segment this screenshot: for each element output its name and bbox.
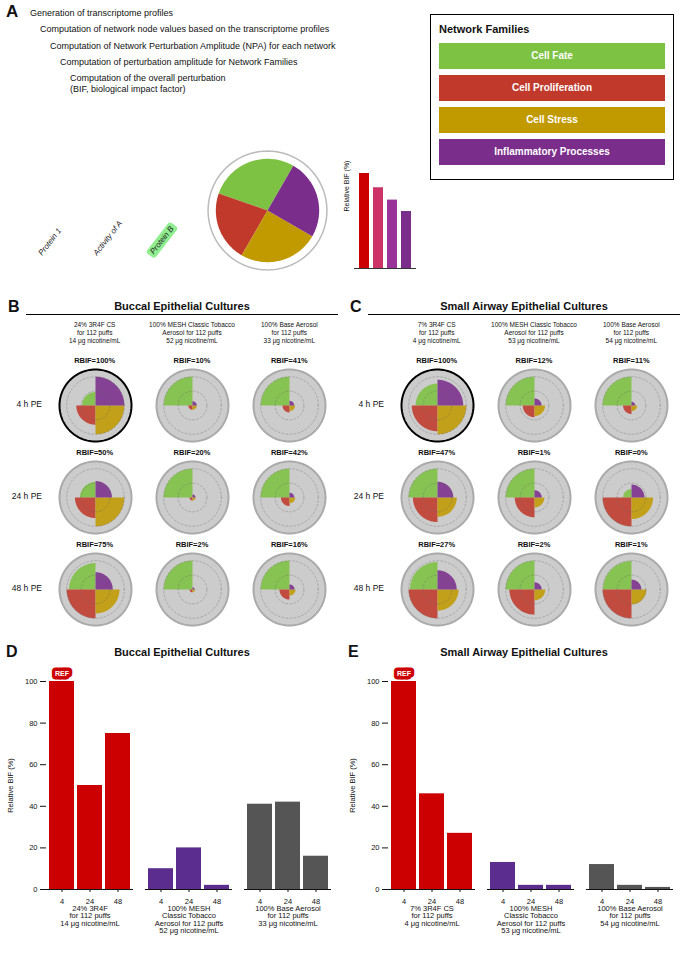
svg-text:100: 100 — [25, 677, 38, 686]
svg-text:80: 80 — [29, 719, 37, 728]
html-text:Network Families: Network Families — [439, 23, 530, 35]
html-text:Protein B: Protein B — [148, 224, 176, 256]
svg-text:100: 100 — [367, 677, 380, 686]
html-text:RBIF=11%: RBIF=11% — [613, 356, 650, 365]
svg-text:24: 24 — [527, 897, 535, 906]
html-text:100% MESH Classic Tobacco Aero: 100% MESH Classic Tobacco Aerosol for 11… — [491, 321, 577, 344]
svg-text:4: 4 — [402, 897, 406, 906]
html-text:Protein 1: Protein 1 — [36, 226, 64, 258]
html-text:24 h PE: 24 h PE — [11, 491, 42, 501]
html-text:B: B — [8, 298, 20, 315]
html-text:Cell Fate: Cell Fate — [531, 50, 573, 61]
html-text:Computation of network node va: Computation of network node values based… — [40, 24, 330, 35]
html-text:RBIF=0%: RBIF=0% — [615, 448, 648, 457]
html-text:RBIF=10%: RBIF=10% — [173, 356, 211, 365]
html-text:Generation of transcriptome pr: Generation of transcriptome profiles — [30, 8, 174, 18]
svg-text:7% 3R4F CSfor 112 puffs4 μg ni: 7% 3R4F CSfor 112 puffs4 μg nicotine/mL — [404, 904, 459, 928]
svg-text:48: 48 — [555, 897, 563, 906]
svg-text:20: 20 — [371, 843, 379, 852]
html-text:100% Base Aerosol for 112 puff: 100% Base Aerosol for 112 puffs 54 μg ni… — [603, 321, 660, 344]
html-text:D: D — [6, 643, 18, 660]
svg-text:24: 24 — [284, 897, 292, 906]
html-text:RBIF=47%: RBIF=47% — [418, 448, 456, 457]
svg-text:4: 4 — [501, 897, 505, 906]
html-text:RBIF=2%: RBIF=2% — [175, 540, 209, 549]
svg-text:80: 80 — [371, 719, 379, 728]
svg-text:48: 48 — [456, 897, 464, 906]
html-text:100% Base Aerosol for 112 puff: 100% Base Aerosol for 112 puffs 33 μg ni… — [261, 321, 318, 344]
html-text:48 h PE: 48 h PE — [11, 583, 42, 593]
html-text:7% 3R4F CS for 112 puffs 4 μg: 7% 3R4F CS for 112 puffs 4 μg nicotine/m… — [412, 321, 461, 344]
html-text:Computation of perturbation am: Computation of perturbation amplitude fo… — [60, 56, 298, 67]
html-text:RBIF=20%: RBIF=20% — [173, 448, 211, 457]
svg-text:4: 4 — [258, 897, 262, 906]
html-text:48 h PE: 48 h PE — [353, 583, 384, 593]
html-text:E: E — [348, 643, 359, 660]
svg-text:24: 24 — [428, 897, 436, 906]
html-text:C: C — [350, 298, 362, 315]
html-text:Activity of A: Activity of A — [91, 219, 125, 258]
svg-text:REF: REF — [397, 670, 412, 677]
html-text:RBIF=1%: RBIF=1% — [615, 540, 648, 549]
svg-text:Relative BIF (%): Relative BIF (%) — [6, 758, 15, 813]
svg-text:48: 48 — [312, 897, 320, 906]
svg-text:100% Base Aerosolfor 112 puffs: 100% Base Aerosolfor 112 puffs54 μg nico… — [597, 904, 663, 928]
svg-text:4: 4 — [600, 897, 604, 906]
svg-text:0: 0 — [33, 885, 37, 894]
html-text:RBIF=12%: RBIF=12% — [515, 356, 553, 365]
svg-text:40: 40 — [29, 802, 37, 811]
html-text:Cell Proliferation: Cell Proliferation — [512, 82, 592, 93]
svg-text:4: 4 — [159, 897, 163, 906]
html-text:4 h PE: 4 h PE — [358, 399, 384, 409]
svg-text:48: 48 — [654, 897, 662, 906]
html-text:24 h PE: 24 h PE — [353, 491, 384, 501]
html-text:100% MESH Classic Tobacco Aero: 100% MESH Classic Tobacco Aerosol for 11… — [149, 321, 235, 344]
html-text:RBIF=41%: RBIF=41% — [270, 356, 308, 365]
svg-text:24% 3R4Ffor 112 puffs14 μg nic: 24% 3R4Ffor 112 puffs14 μg nicotine/mL — [60, 904, 119, 928]
html-text:RBIF=42%: RBIF=42% — [270, 448, 308, 457]
html-text:Buccal Epithelial Cultures: Buccal Epithelial Cultures — [114, 646, 250, 658]
html-text:Small Airway Epithelial Cultur: Small Airway Epithelial Cultures — [440, 300, 608, 312]
svg-text:60: 60 — [29, 760, 37, 769]
svg-text:100% MESHClassic TobaccoAeroso: 100% MESHClassic TobaccoAerosol for 112 … — [155, 904, 224, 936]
html-text:A: A — [6, 2, 19, 21]
html-text:RBIF=75%: RBIF=75% — [76, 540, 114, 549]
html-text:Cell Stress: Cell Stress — [526, 114, 578, 125]
html-text:4 h PE: 4 h PE — [16, 399, 42, 409]
html-text:RBIF=16%: RBIF=16% — [270, 540, 308, 549]
html-text:Buccal Epithelial Cultures: Buccal Epithelial Cultures — [114, 300, 250, 312]
html-text:24% 3R4F CS for 112 puffs 14 μ: 24% 3R4F CS for 112 puffs 14 μg nicotine… — [68, 321, 121, 344]
html-text:Small Airway Epithelial Cultur: Small Airway Epithelial Cultures — [440, 646, 608, 658]
html-text:Computation of Network Perturb: Computation of Network Perturbation Ampl… — [50, 40, 336, 51]
svg-text:4: 4 — [60, 897, 64, 906]
html-text:Inflammatory Processes: Inflammatory Processes — [494, 146, 610, 157]
svg-text:100% MESHClassic TobaccoAeroso: 100% MESHClassic TobaccoAerosol for 112 … — [497, 904, 566, 936]
svg-text:20: 20 — [29, 843, 37, 852]
svg-text:24: 24 — [185, 897, 193, 906]
html-text:RBIF=2%: RBIF=2% — [517, 540, 551, 549]
svg-text:48: 48 — [213, 897, 221, 906]
html-text:RBIF=27%: RBIF=27% — [418, 540, 456, 549]
html-text:RBIF=50%: RBIF=50% — [76, 448, 114, 457]
svg-text:60: 60 — [371, 760, 379, 769]
html-text:RBIF=100%: RBIF=100% — [416, 356, 458, 365]
svg-text:100% Base Aerosolfor 112 puffs: 100% Base Aerosolfor 112 puffs33 μg nico… — [255, 904, 321, 928]
svg-text:Relative BIF (%): Relative BIF (%) — [348, 758, 357, 813]
svg-text:24: 24 — [626, 897, 634, 906]
svg-text:0: 0 — [375, 885, 379, 894]
svg-text:Relative BIF (%): Relative BIF (%) — [343, 161, 351, 212]
html-text:RBIF=100%: RBIF=100% — [74, 356, 116, 365]
html-text:Computation of the overall per: Computation of the overall perturbation … — [70, 73, 226, 95]
svg-text:REF: REF — [55, 670, 70, 677]
html-text:RBIF=1%: RBIF=1% — [517, 448, 551, 457]
svg-text:48: 48 — [114, 897, 122, 906]
svg-text:24: 24 — [86, 897, 94, 906]
svg-text:40: 40 — [371, 802, 379, 811]
